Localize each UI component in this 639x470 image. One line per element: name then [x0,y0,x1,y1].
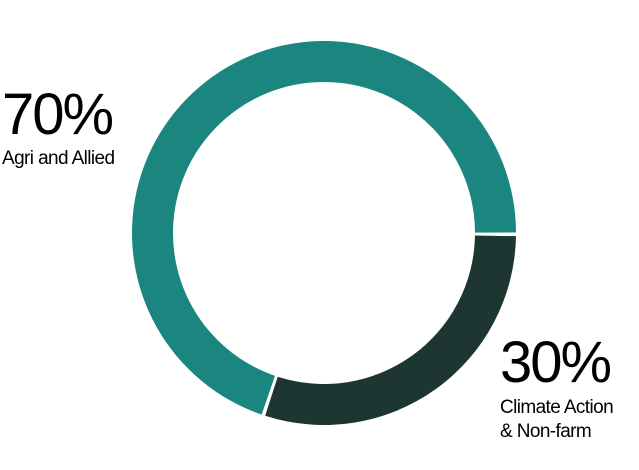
slice-label-agri-percent: 70% [2,82,114,147]
slice-label-climate-percent: 30% [500,330,612,395]
slice-label-climate-name: Climate Action & Non-farm [500,397,614,442]
slice-climate-action-non-farm [265,235,516,425]
slice-label-agri-name: Agri and Allied [2,148,115,169]
